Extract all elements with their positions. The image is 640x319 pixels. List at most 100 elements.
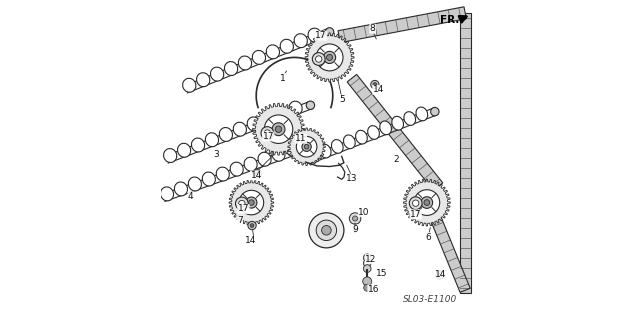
Text: 15: 15 — [376, 269, 387, 278]
Ellipse shape — [161, 187, 173, 201]
Ellipse shape — [216, 167, 229, 181]
Circle shape — [438, 273, 442, 277]
Circle shape — [306, 101, 315, 109]
Ellipse shape — [164, 149, 177, 162]
Polygon shape — [431, 218, 470, 292]
Circle shape — [421, 197, 433, 208]
Text: 17: 17 — [237, 204, 249, 213]
Circle shape — [239, 200, 245, 207]
Polygon shape — [288, 128, 325, 166]
Circle shape — [410, 197, 422, 210]
Circle shape — [316, 44, 343, 71]
Circle shape — [363, 277, 372, 286]
Circle shape — [349, 213, 361, 224]
Circle shape — [414, 190, 440, 215]
Circle shape — [371, 80, 379, 89]
Text: 1: 1 — [280, 74, 286, 83]
Circle shape — [436, 271, 444, 279]
Circle shape — [321, 226, 331, 235]
Circle shape — [236, 197, 248, 210]
Ellipse shape — [238, 56, 252, 70]
Ellipse shape — [380, 121, 392, 135]
Ellipse shape — [258, 152, 271, 166]
Circle shape — [364, 265, 371, 272]
Text: 10: 10 — [358, 208, 370, 217]
Ellipse shape — [289, 101, 302, 115]
Ellipse shape — [211, 67, 224, 81]
Circle shape — [272, 123, 285, 136]
Text: 14: 14 — [435, 271, 446, 279]
Circle shape — [275, 126, 282, 132]
Text: 17: 17 — [316, 31, 326, 40]
Ellipse shape — [272, 147, 285, 161]
Ellipse shape — [286, 142, 299, 156]
Text: 6: 6 — [426, 233, 431, 242]
Circle shape — [364, 284, 371, 291]
Circle shape — [264, 115, 292, 144]
Text: 9: 9 — [352, 225, 358, 234]
Circle shape — [316, 56, 322, 62]
Text: 5: 5 — [339, 95, 344, 104]
Polygon shape — [403, 179, 451, 226]
Circle shape — [261, 127, 274, 139]
Circle shape — [255, 172, 259, 176]
Circle shape — [253, 170, 261, 178]
Text: 13: 13 — [346, 174, 358, 183]
Ellipse shape — [247, 117, 260, 131]
Polygon shape — [229, 180, 274, 225]
Circle shape — [364, 254, 371, 262]
Circle shape — [249, 200, 254, 205]
Ellipse shape — [225, 62, 237, 76]
Ellipse shape — [367, 126, 380, 139]
Ellipse shape — [261, 112, 275, 126]
Ellipse shape — [205, 133, 218, 147]
Polygon shape — [305, 33, 354, 82]
Ellipse shape — [344, 135, 355, 149]
Ellipse shape — [416, 107, 428, 121]
Circle shape — [309, 213, 344, 248]
Text: 3: 3 — [214, 150, 219, 159]
Text: 16: 16 — [368, 285, 380, 294]
Ellipse shape — [280, 39, 294, 53]
Circle shape — [303, 143, 312, 151]
Circle shape — [250, 224, 254, 227]
Ellipse shape — [404, 112, 415, 125]
Text: 4: 4 — [188, 192, 194, 201]
Circle shape — [264, 130, 271, 136]
Ellipse shape — [294, 34, 307, 48]
Text: 12: 12 — [365, 255, 377, 263]
Ellipse shape — [196, 73, 210, 87]
Ellipse shape — [244, 157, 257, 171]
Text: 14: 14 — [372, 85, 384, 94]
Ellipse shape — [356, 130, 367, 144]
Text: 8: 8 — [370, 24, 376, 33]
Ellipse shape — [252, 50, 266, 64]
Polygon shape — [460, 13, 470, 293]
Polygon shape — [347, 74, 443, 190]
Circle shape — [353, 216, 358, 221]
Text: 11: 11 — [295, 134, 307, 143]
Circle shape — [316, 220, 337, 241]
Circle shape — [312, 53, 325, 65]
Circle shape — [304, 145, 309, 149]
Ellipse shape — [233, 122, 246, 136]
Ellipse shape — [392, 116, 404, 130]
Circle shape — [302, 142, 311, 152]
Text: 17: 17 — [410, 210, 422, 219]
Circle shape — [246, 197, 257, 208]
Text: 14: 14 — [250, 171, 262, 180]
Circle shape — [325, 28, 334, 36]
Text: 7: 7 — [237, 216, 243, 225]
Ellipse shape — [175, 182, 188, 196]
Text: 17: 17 — [262, 132, 274, 141]
Circle shape — [296, 137, 317, 157]
Circle shape — [239, 190, 264, 215]
Circle shape — [424, 200, 430, 205]
Ellipse shape — [332, 140, 343, 153]
Ellipse shape — [266, 45, 280, 59]
Ellipse shape — [188, 177, 202, 191]
Circle shape — [431, 108, 439, 116]
Circle shape — [364, 259, 371, 267]
Text: 14: 14 — [245, 236, 257, 245]
Circle shape — [248, 221, 256, 230]
